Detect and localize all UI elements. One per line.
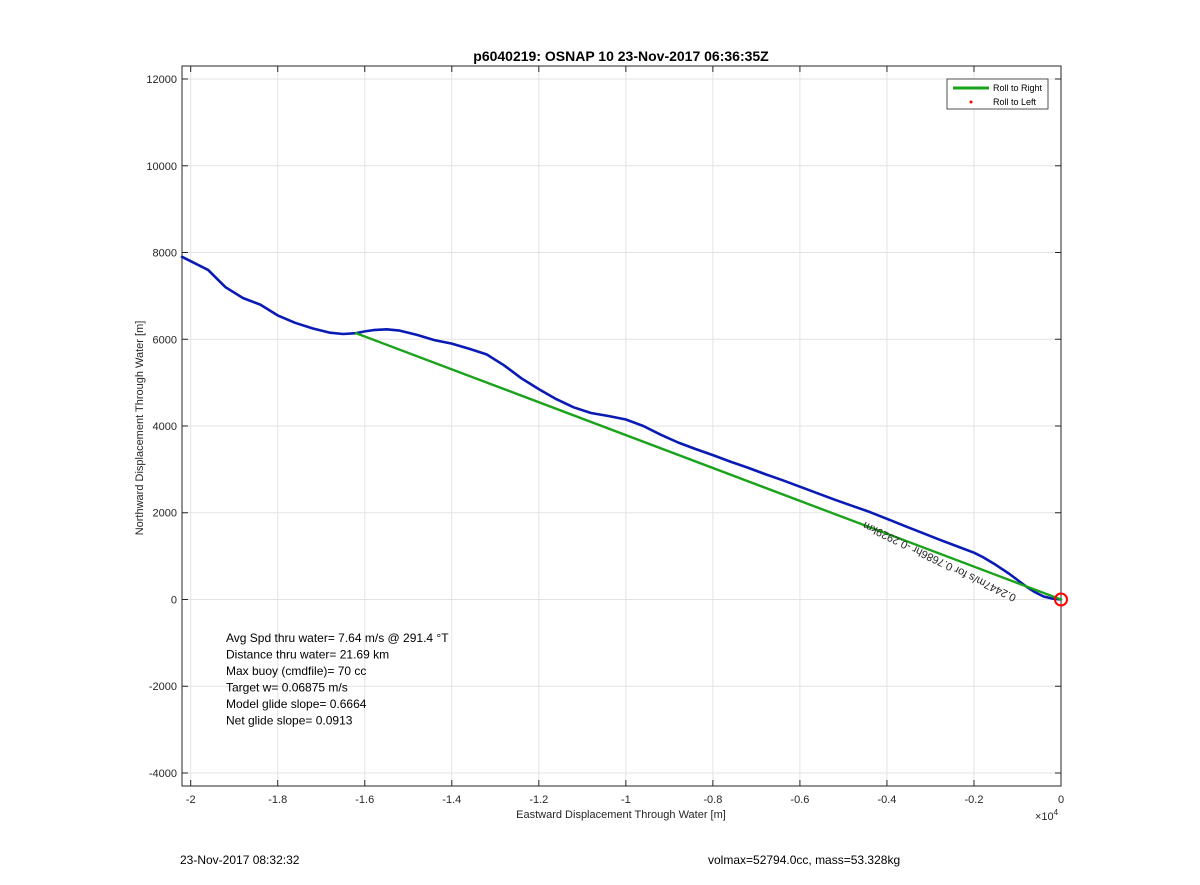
chart-title: p6040219: OSNAP 10 23-Nov-2017 06:36:35Z: [473, 48, 769, 64]
x-axis-label: Eastward Displacement Through Water [m]: [516, 809, 726, 821]
x-exponent-base: ×10: [1035, 811, 1054, 823]
x-tick-label: 0: [1058, 794, 1064, 806]
legend-swatch-dot: [969, 100, 973, 104]
stats-line: Distance thru water= 21.69 km: [226, 648, 389, 662]
x-axis-exponent: ×104: [1035, 808, 1059, 823]
y-tick-label: 2000: [153, 508, 177, 520]
x-tick-label: -0.6: [790, 794, 809, 806]
y-tick-label: 6000: [153, 334, 177, 346]
legend-label: Roll to Right: [993, 83, 1043, 93]
grid-lines: [182, 66, 1062, 786]
y-tick-label: 8000: [153, 248, 177, 260]
x-tick-label: -1: [621, 794, 631, 806]
roll-to-right-line: [354, 332, 1063, 601]
stats-line: Model glide slope= 0.6664: [226, 697, 367, 711]
stats-box: Avg Spd thru water= 7.64 m/s @ 291.4 °T D…: [226, 631, 449, 728]
x-tick-label: -0.2: [964, 794, 983, 806]
series-layer: [180, 255, 1068, 607]
annotations: 0.2447m/s for 0.7686hr -0.2929km: [861, 519, 1018, 604]
x-tick-label: -1.2: [529, 794, 548, 806]
legend-box: [946, 78, 1049, 110]
x-tick-label: -0.8: [703, 794, 722, 806]
x-tick-label: -2: [186, 794, 196, 806]
y-axis-label: Northward Displacement Through Water [m]: [134, 321, 146, 536]
stats-line: Net glide slope= 0.0913: [226, 714, 353, 728]
stats-line: Avg Spd thru water= 7.64 m/s @ 291.4 °T: [226, 631, 449, 645]
footer-volmax-mass: volmax=52794.0cc, mass=53.328kg: [708, 853, 901, 867]
x-tick-label: -0.4: [877, 794, 896, 806]
stats-line: Max buoy (cmdfile)= 70 cc: [226, 664, 366, 678]
legend-label: Roll to Left: [993, 97, 1037, 107]
y-tick-label: -2000: [149, 681, 177, 693]
axis-ticks: -2 -1.8 -1.6 -1.4 -1.2 -1 -0.8 -0.6 -0.4 -0.2 0 -40…: [146, 66, 1064, 806]
legend: Roll to Right Roll to Left: [946, 78, 1049, 110]
x-tick-label: -1.4: [442, 794, 461, 806]
y-tick-label: 12000: [146, 74, 177, 86]
x-exponent-power: 4: [1054, 808, 1059, 817]
y-tick-label: 10000: [146, 161, 177, 173]
end-marker-circle: [1054, 592, 1068, 607]
y-tick-label: -4000: [149, 768, 177, 780]
stats-line: Target w= 0.06875 m/s: [226, 681, 348, 695]
x-tick-label: -1.6: [355, 794, 374, 806]
y-tick-label: 0: [171, 594, 177, 606]
current-annotation: 0.2447m/s for 0.7686hr -0.2929km: [861, 519, 1018, 604]
x-tick-label: -1.8: [268, 794, 287, 806]
y-tick-label: 4000: [153, 421, 177, 433]
track-line: [180, 255, 1063, 601]
footer-timestamp: 23-Nov-2017 08:32:32: [180, 853, 300, 867]
